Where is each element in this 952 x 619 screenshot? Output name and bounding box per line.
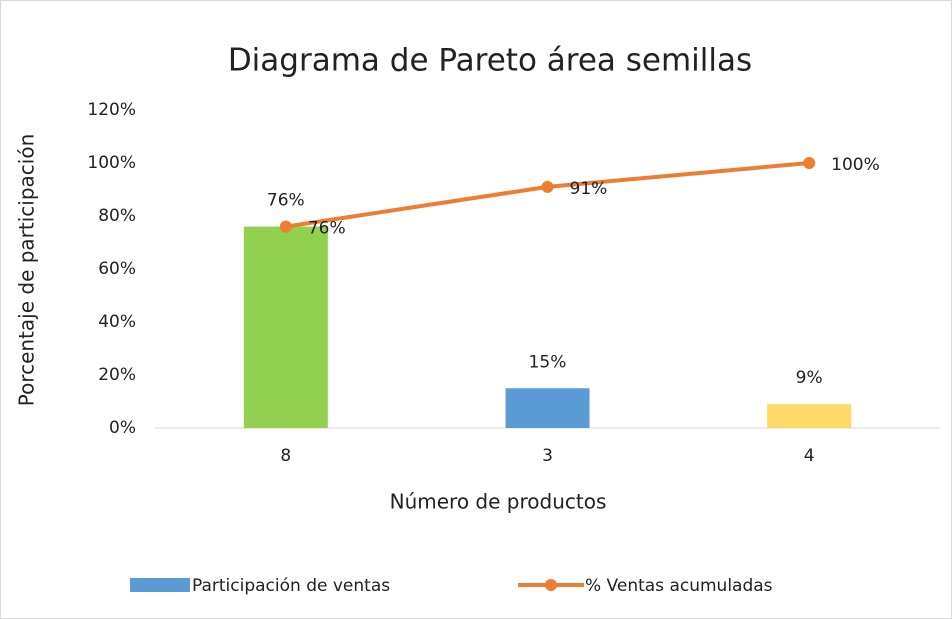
y-tick-label: 60% (98, 259, 136, 279)
data-label: 9% (796, 368, 823, 388)
line-point (803, 157, 816, 169)
x-tick-label: 4 (804, 446, 815, 466)
data-label: 15% (529, 352, 567, 372)
data-label: 91% (570, 179, 608, 199)
x-tick-label: 3 (542, 446, 553, 466)
line-point (541, 180, 554, 193)
x-axis-label: Número de productos (390, 490, 607, 514)
line-point (279, 220, 292, 233)
y-tick-label: 0% (109, 418, 136, 438)
legend-swatch (130, 578, 190, 592)
legend-label: Participación de ventas (192, 576, 390, 596)
data-label: 76% (267, 191, 305, 211)
y-tick-label: 40% (98, 312, 136, 332)
y-tick-label: 20% (98, 365, 136, 385)
y-tick-label: 100% (87, 153, 136, 173)
data-label: 76% (308, 219, 346, 239)
bar (243, 226, 328, 428)
legend-label: % Ventas acumuladas (585, 576, 773, 596)
bar (767, 404, 852, 428)
legend-swatch (545, 579, 557, 591)
y-tick-label: 120% (87, 100, 136, 120)
data-label: 100% (831, 155, 880, 175)
chart-title: Diagrama de Pareto área semillas (228, 43, 752, 79)
y-axis-label: Porcentaje de participación (15, 134, 39, 407)
y-tick-label: 80% (98, 206, 136, 226)
x-tick-label: 8 (280, 446, 291, 466)
bar (505, 388, 590, 428)
